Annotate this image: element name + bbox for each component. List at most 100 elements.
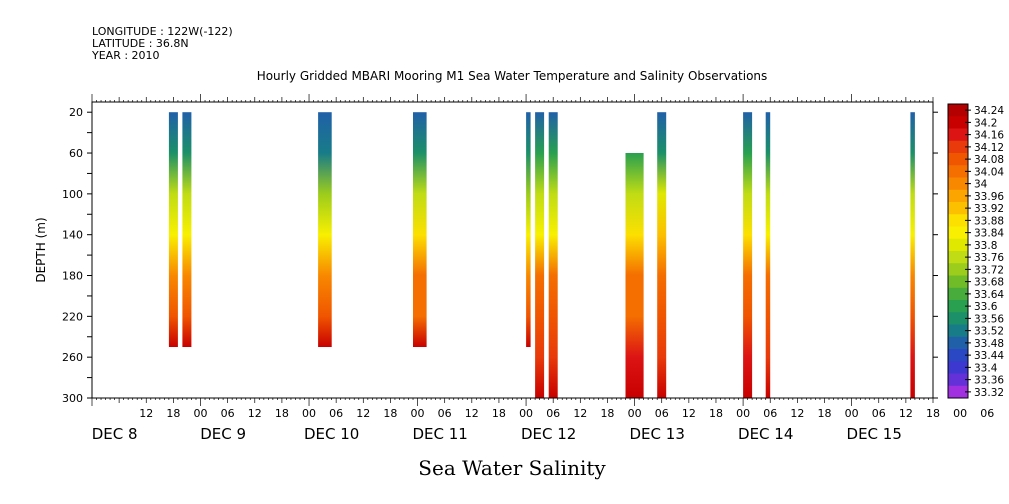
x-hour-label: 18 [492,407,506,420]
x-hour-label: 12 [465,407,479,420]
x-hour-label: 12 [899,407,913,420]
x-hour-label: 18 [383,407,397,420]
colorbar-label: 33.92 [974,203,1004,215]
x-day-label: DEC 14 [738,425,793,443]
salinity-profile-column [625,153,644,398]
y-tick-label: 260 [62,351,83,364]
x-hour-label: 18 [600,407,614,420]
x-hour-label: 12 [248,407,262,420]
colorbar-label: 33.36 [974,375,1004,387]
y-tick-label: 60 [69,147,83,160]
x-hour-label: 00 [411,407,425,420]
colorbar-label: 33.48 [974,338,1004,350]
x-day-label: DEC 10 [304,425,359,443]
x-hour-label: 00 [736,407,750,420]
colorbar-swatch [948,336,968,350]
colorbar-swatch [948,189,968,203]
plot-frame [91,101,934,399]
colorbar-swatch [948,128,968,142]
x-day-label: DEC 11 [412,425,467,443]
x-hour-label: 00 [519,407,533,420]
colorbar-swatch [948,214,968,227]
x-hour-label: 06 [655,407,669,420]
salinity-profile-column [535,112,545,398]
x-hour-label: 00 [628,407,642,420]
colorbar-swatch [948,324,968,338]
x-hour-label: 06 [872,407,886,420]
x-hour-label: 06 [980,407,994,420]
colorbar-label: 34.24 [974,105,1004,117]
colorbar-label: 33.44 [974,350,1004,362]
salinity-profile-column [413,112,427,347]
salinity-profile-column [765,112,771,398]
x-day-label: DEC 15 [847,425,902,443]
longitude-label: LONGITUDE : 122W(-122) [92,25,233,38]
x-hour-label: 00 [953,407,967,420]
x-hour-label: 12 [139,407,153,420]
colorbar-label: 33.56 [974,313,1004,325]
colorbar-swatch [948,373,968,387]
colorbar-swatch [948,312,968,325]
colorbar-label: 34.16 [974,130,1004,142]
colorbar-label: 33.88 [974,215,1004,227]
y-tick-label: 300 [62,392,83,405]
y-tick-label: 140 [62,229,83,242]
x-hour-label: 12 [682,407,696,420]
colorbar-label: 33.72 [974,264,1004,276]
salinity-profile-column [548,112,558,398]
y-axis: 20 60 100 140 180 220 260 300 [62,106,938,405]
colorbar-label: 34.04 [974,166,1004,178]
x-hour-label: 18 [817,407,831,420]
colorbar-swatch [948,385,968,399]
x-day-label: DEC 8 [92,425,138,443]
colorbar-swatch [948,251,968,264]
x-day-label: DEC 13 [630,425,685,443]
x-hour-label: 12 [356,407,370,420]
colorbar-label: 33.8 [974,240,997,252]
colorbar-frame [947,103,969,399]
x-hour-label: 06 [763,407,777,420]
colorbar-label: 33.84 [974,228,1004,240]
y-tick-label: 20 [69,106,83,119]
x-hour-label: 18 [709,407,723,420]
x-hour-label: 18 [275,407,289,420]
x-hour-label: 12 [573,407,587,420]
colorbar-label: 33.6 [974,301,998,313]
x-hour-label: 18 [166,407,180,420]
latitude-label: LATITUDE : 36.8N [92,37,189,50]
colorbar-swatch [948,300,968,313]
colorbar-swatch [948,177,968,191]
colorbar-label: 33.76 [974,252,1004,264]
x-day-label: DEC 9 [200,425,246,443]
colorbar-swatch [948,202,968,215]
x-hour-label: 06 [221,407,235,420]
x-hour-label: 06 [329,407,343,420]
chart-title: Hourly Gridded MBARI Mooring M1 Sea Wate… [257,69,768,83]
colorbar-label: 33.4 [974,362,998,374]
colorbar-swatch [948,116,968,129]
y-axis-label: DEPTH (m) [34,217,48,282]
y-tick-label: 220 [62,310,83,323]
colorbar-swatch [948,140,968,154]
x-hour-label: 00 [845,407,859,420]
colorbar-label: 34.08 [974,154,1004,166]
colorbar-label: 34.12 [974,142,1004,154]
salinity-profiles [168,112,915,398]
x-hour-label: 00 [194,407,208,420]
salinity-profile-column [318,112,332,347]
colorbar-swatch [948,275,968,289]
salinity-profile-column [168,112,178,347]
x-hour-label: 00 [302,407,316,420]
colorbar: 34.2434.234.1634.1234.0834.043433.9633.9… [947,103,1004,399]
colorbar-swatch [948,263,968,276]
x-hour-label: 18 [926,407,940,420]
x-axis: 12 18 00 06 12 18 00 06 12 18 00 06 12 18 00 06 12 18 00 06… [91,94,994,443]
salinity-profile-column [657,112,667,398]
y-tick-label: 180 [62,270,83,283]
colorbar-swatch [948,349,968,362]
colorbar-label: 33.64 [974,289,1004,301]
colorbar-label: 33.52 [974,326,1004,338]
x-axis-label: Sea Water Salinity [418,456,606,480]
x-hour-label: 12 [790,407,804,420]
